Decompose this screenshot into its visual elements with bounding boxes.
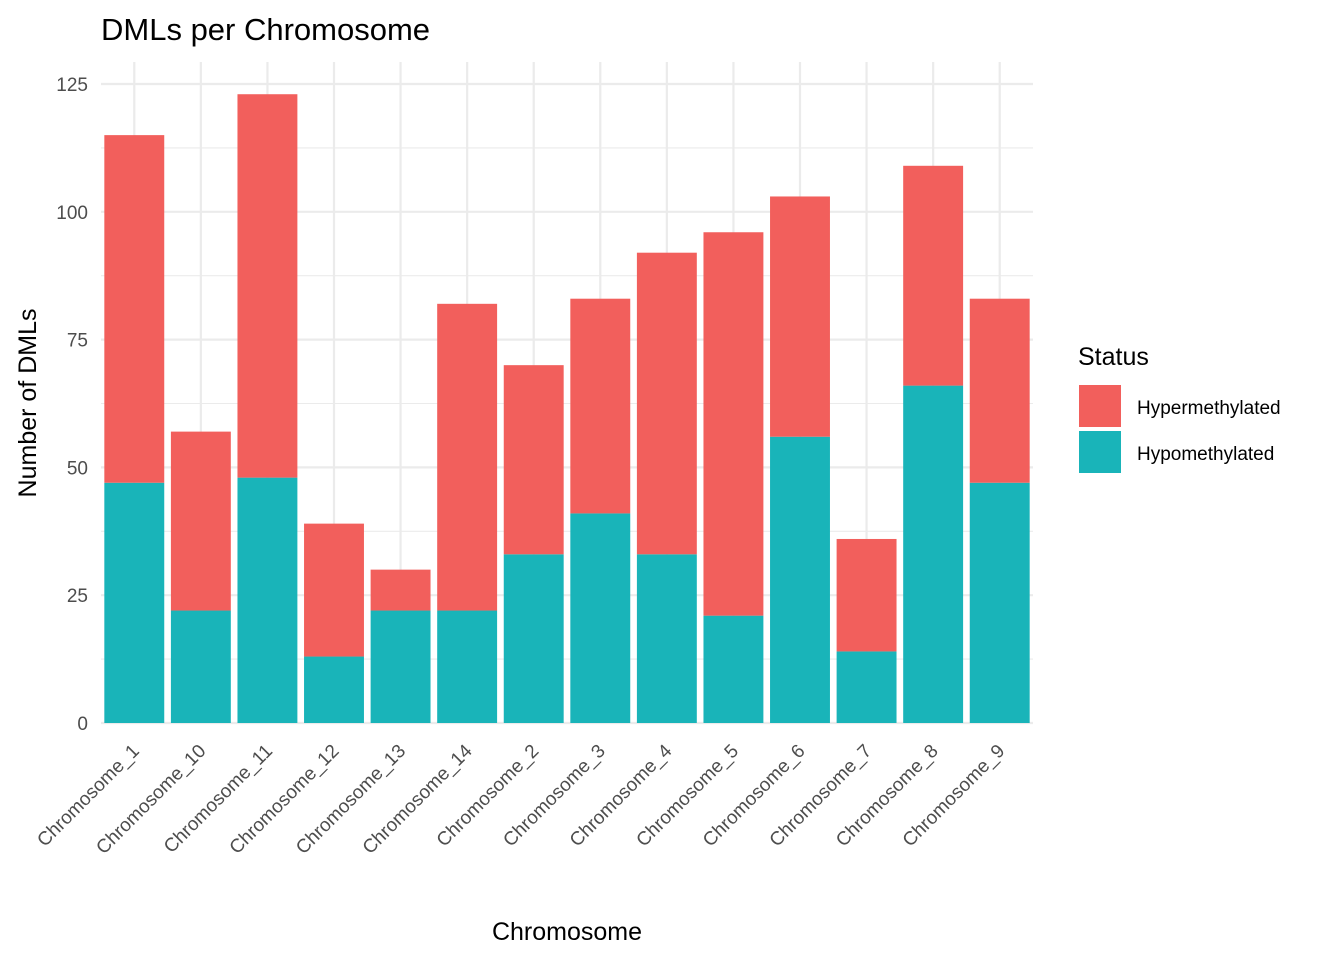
bar-hypomethylated-chromosome-6 [770,436,830,723]
bar-hypomethylated-chromosome-2 [503,554,564,723]
bar-hypomethylated-chromosome-10 [170,610,231,723]
y-tick-label: 0 [77,714,88,735]
bar-hypomethylated-chromosome-7 [836,651,897,723]
bar-hypermethylated-chromosome-11 [237,94,298,478]
bar-hypermethylated-chromosome-3 [570,298,631,514]
bar-hypermethylated-chromosome-7 [836,538,897,652]
bar-hypermethylated-chromosome-6 [770,196,830,437]
bar-hypermethylated-chromosome-9 [969,298,1030,483]
bar-hypermethylated-chromosome-1 [104,135,165,483]
bar-hypermethylated-chromosome-12 [304,523,364,657]
bar-hypermethylated-chromosome-13 [370,569,431,611]
legend-label-hypomethylated: Hypomethylated [1137,444,1274,465]
x-axis-title: Chromosome [492,918,642,946]
bars [104,94,1030,723]
bar-hypermethylated-chromosome-8 [903,165,964,386]
bar-hypomethylated-chromosome-3 [570,513,631,723]
bar-hypomethylated-chromosome-9 [969,482,1030,723]
legend-key-hypomethylated [1079,431,1121,473]
bar-hypomethylated-chromosome-4 [636,554,697,723]
legend-key-hypermethylated [1079,385,1121,427]
bar-hypomethylated-chromosome-1 [104,482,165,723]
bar-hypermethylated-chromosome-2 [503,365,564,555]
y-tick-label: 125 [56,75,88,96]
bar-hypermethylated-chromosome-10 [170,431,231,611]
y-tick-label: 25 [67,586,88,607]
x-axis: Chromosome_1Chromosome_10Chromosome_11Ch… [33,740,1009,858]
bar-hypomethylated-chromosome-13 [370,610,431,723]
y-tick-label: 75 [67,331,88,352]
bar-hypermethylated-chromosome-4 [636,252,697,555]
plot-panel [101,62,1033,725]
y-axis: 0 25 50 75 100 125 [56,75,88,735]
y-tick-label: 100 [56,203,88,224]
chart-title: DMLs per Chromosome [101,12,430,47]
bar-hypermethylated-chromosome-14 [437,303,498,611]
bar-hypomethylated-chromosome-14 [437,610,498,723]
bar-hypomethylated-chromosome-5 [703,615,764,723]
bar-hypomethylated-chromosome-11 [237,477,298,723]
y-tick-label: 50 [67,458,88,479]
bar-hypermethylated-chromosome-5 [703,232,764,616]
bar-hypomethylated-chromosome-12 [304,656,364,723]
y-axis-title: Number of DMLs [14,309,42,498]
legend-label-hypermethylated: Hypermethylated [1137,398,1281,419]
bar-hypomethylated-chromosome-8 [903,385,964,723]
legend: Status Hypermethylated Hypomethylated [1078,343,1281,473]
legend-title: Status [1078,343,1149,371]
